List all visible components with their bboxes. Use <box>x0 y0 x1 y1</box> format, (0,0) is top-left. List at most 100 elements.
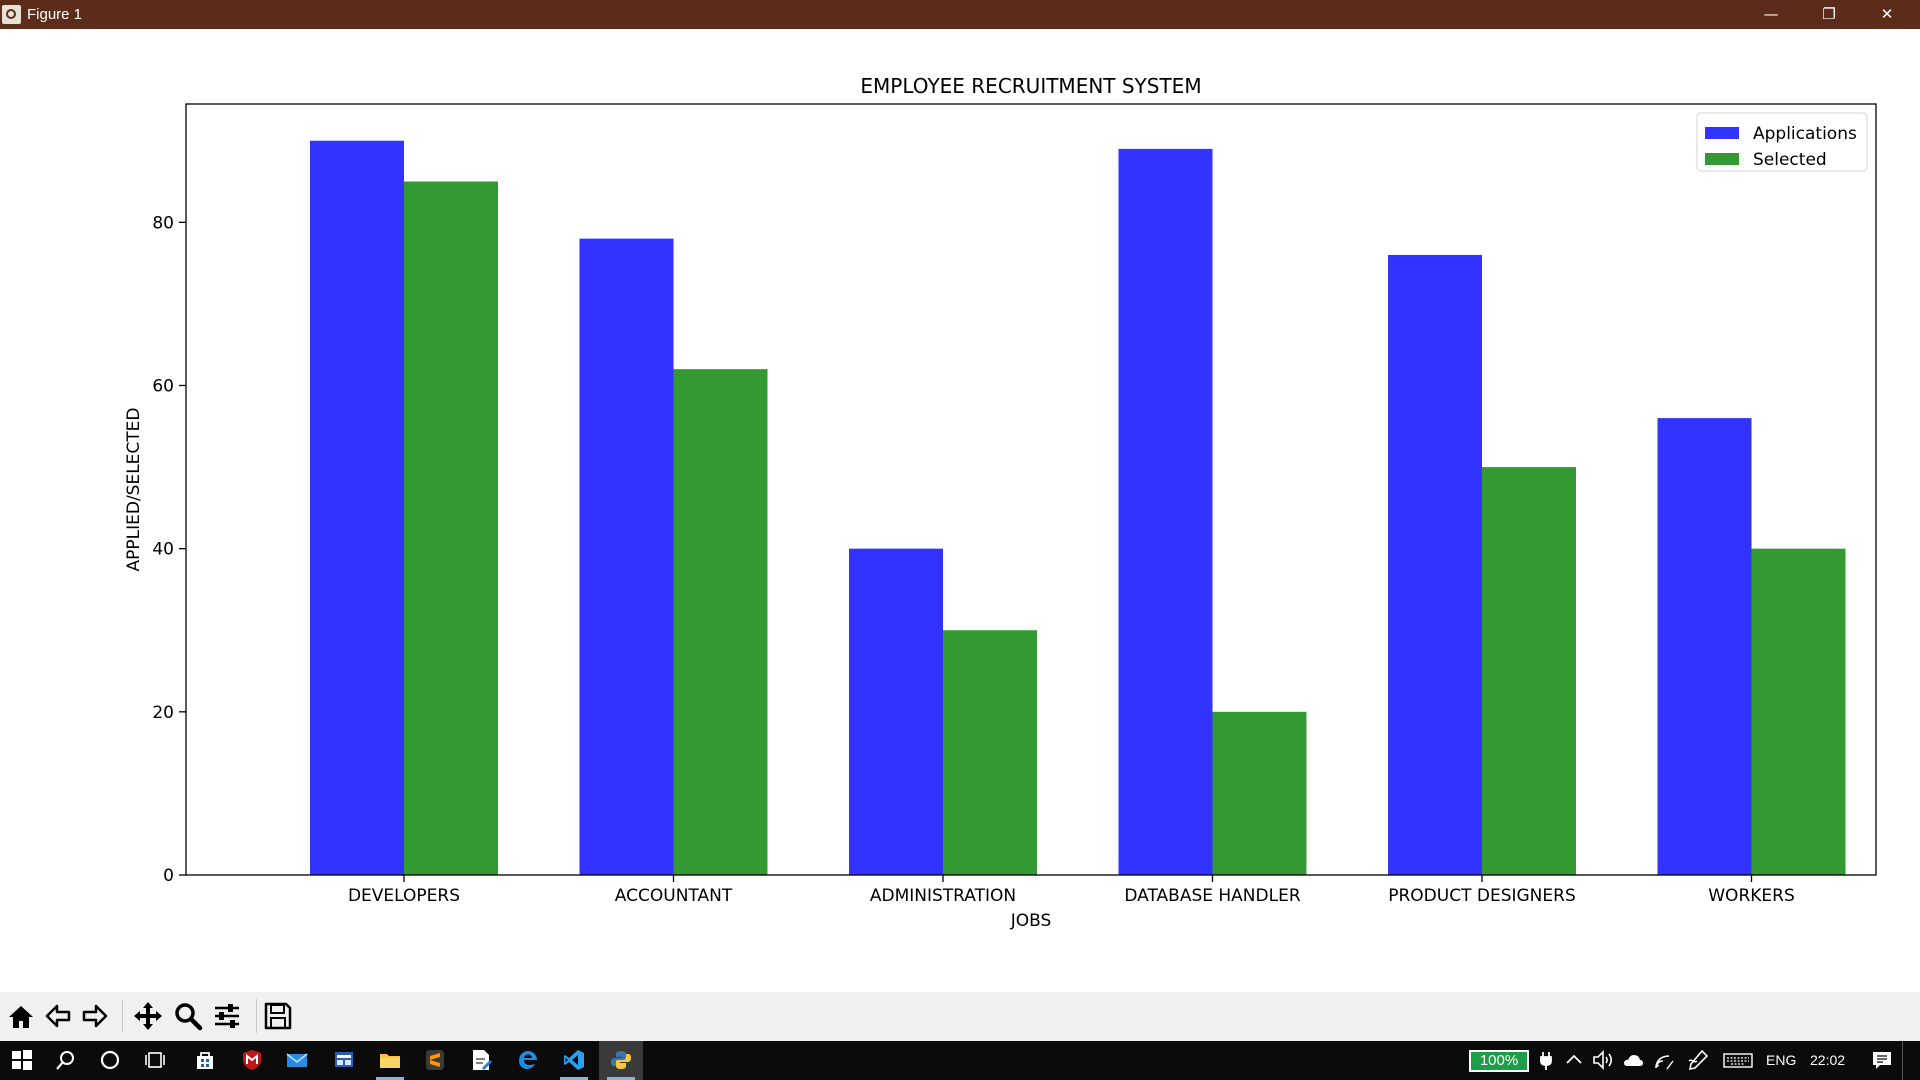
zoom-icon <box>175 1003 203 1031</box>
close-button[interactable]: ✕ <box>1880 5 1894 23</box>
bar-applications-5 <box>1657 418 1752 875</box>
taskbar-python-figure[interactable] <box>599 1041 643 1080</box>
folder-icon <box>380 1054 400 1068</box>
pen-icon <box>1688 1049 1709 1071</box>
task-view-icon <box>145 1052 165 1068</box>
app-window-icon <box>335 1052 353 1067</box>
notification-icon <box>1873 1052 1891 1069</box>
power-plug-icon <box>1540 1052 1552 1070</box>
forward-arrow-icon <box>82 1004 108 1028</box>
volume-button[interactable] <box>1589 1041 1617 1080</box>
taskbar-sublime-text[interactable] <box>413 1041 457 1080</box>
start-button[interactable] <box>0 1041 44 1080</box>
pan-icon <box>134 1002 162 1030</box>
legend-label-applications: Applications <box>1753 124 1857 144</box>
task-view-button[interactable] <box>134 1041 178 1080</box>
toolbar-separator <box>256 999 257 1033</box>
y-tick-label: 20 <box>152 703 174 723</box>
show-desktop-divider[interactable] <box>1902 1041 1903 1080</box>
vscode-icon <box>564 1050 584 1070</box>
power-plug-button[interactable] <box>1532 1041 1560 1080</box>
onedrive-button[interactable] <box>1619 1041 1647 1080</box>
taskbar-mail[interactable] <box>275 1041 319 1080</box>
store-bag-icon <box>197 1052 213 1069</box>
minimize-button[interactable]: — <box>1763 5 1779 23</box>
x-tick-label: DATABASE HANDLER <box>1124 886 1300 906</box>
bar-chart: 0 20 40 60 80 DEVELOPERS ACCOUNTANT ADMINISTRAT… <box>124 74 1877 931</box>
legend-swatch-applications <box>1705 127 1739 139</box>
zoom-button[interactable] <box>171 999 205 1033</box>
home-button[interactable] <box>4 999 38 1033</box>
taskbar-app[interactable] <box>322 1041 366 1080</box>
configure-subplots-icon <box>215 1004 239 1028</box>
sublime-text-icon <box>426 1050 444 1070</box>
keyboard-icon <box>1723 1053 1753 1068</box>
axes-frame <box>185 103 1877 876</box>
home-icon <box>9 1006 33 1028</box>
pan-button[interactable] <box>131 999 165 1033</box>
mail-envelope-icon <box>286 1053 308 1067</box>
language-indicator[interactable]: ENG <box>1766 1052 1797 1068</box>
bar-selected-2 <box>943 630 1037 875</box>
taskbar-store[interactable] <box>183 1041 227 1080</box>
battery-indicator[interactable]: 100% <box>1469 1050 1529 1072</box>
bar-selected-3 <box>1212 711 1307 875</box>
cortana-circle-icon <box>100 1050 120 1070</box>
maximize-button[interactable]: ❐ <box>1822 5 1836 23</box>
navigation-toolbar <box>0 992 1920 1041</box>
x-tick-label: DEVELOPERS <box>348 886 460 906</box>
x-tick-label: WORKERS <box>1708 886 1795 906</box>
clock[interactable]: 22:02 <box>1810 1052 1846 1068</box>
chart-title: EMPLOYEE RECRUITMENT SYSTEM <box>860 74 1201 98</box>
toolbar-separator <box>122 999 123 1033</box>
cortana-button[interactable] <box>88 1041 132 1080</box>
taskbar-vscode[interactable] <box>552 1041 596 1080</box>
bar-applications-3 <box>1118 148 1213 875</box>
y-tick-label: 40 <box>152 540 174 560</box>
configure-subplots-button[interactable] <box>210 999 244 1033</box>
taskbar-mcafee[interactable] <box>230 1041 274 1080</box>
x-tick-label: ADMINISTRATION <box>870 886 1016 906</box>
chevron-up-icon <box>1566 1054 1582 1064</box>
legend: Applications Selected <box>1696 112 1868 172</box>
network-button[interactable] <box>1650 1041 1678 1080</box>
bar-applications-0 <box>310 140 404 875</box>
y-tick-label: 60 <box>152 376 174 396</box>
save-icon <box>264 1002 292 1030</box>
edge-browser-icon <box>519 1051 537 1069</box>
speaker-icon <box>1593 1050 1613 1070</box>
legend-box <box>1696 112 1868 172</box>
x-axis-label: JOBS <box>1010 911 1052 931</box>
window-title: Figure 1 <box>27 6 83 23</box>
bar-applications-1 <box>579 238 674 876</box>
taskbar-edge[interactable] <box>506 1041 550 1080</box>
bar-selected-0 <box>404 181 498 875</box>
window-titlebar: Figure 1 — ❐ ✕ <box>0 0 1920 29</box>
y-tick-label: 80 <box>152 213 174 233</box>
bar-applications-2 <box>849 548 943 875</box>
figure-canvas: 0 20 40 60 80 DEVELOPERS ACCOUNTANT ADMINISTRAT… <box>0 29 1920 992</box>
taskbar-notes[interactable] <box>459 1041 503 1080</box>
bar-selected-1 <box>673 369 768 875</box>
back-button[interactable] <box>41 999 75 1033</box>
x-tick-label: PRODUCT DESIGNERS <box>1388 886 1576 906</box>
shield-icon <box>243 1050 261 1070</box>
search-button[interactable] <box>44 1041 88 1080</box>
wifi-icon <box>1655 1055 1674 1070</box>
bar-selected-5 <box>1751 548 1846 875</box>
taskbar-file-explorer[interactable] <box>368 1041 412 1080</box>
search-icon <box>56 1051 74 1070</box>
x-tick-label: ACCOUNTANT <box>615 886 733 906</box>
windows-taskbar: 100% ENG <box>0 1041 1920 1080</box>
bar-selected-4 <box>1482 467 1576 875</box>
action-center-button[interactable] <box>1867 1041 1897 1080</box>
legend-label-selected: Selected <box>1753 150 1827 170</box>
forward-button[interactable] <box>78 999 112 1033</box>
figure-app-icon <box>2 5 21 24</box>
save-button[interactable] <box>261 999 295 1033</box>
pen-workspace-button[interactable] <box>1684 1041 1712 1080</box>
document-pen-icon <box>473 1050 492 1070</box>
python-icon <box>611 1051 631 1069</box>
show-hidden-icons-button[interactable] <box>1560 1041 1588 1080</box>
touch-keyboard-button[interactable] <box>1721 1041 1755 1080</box>
